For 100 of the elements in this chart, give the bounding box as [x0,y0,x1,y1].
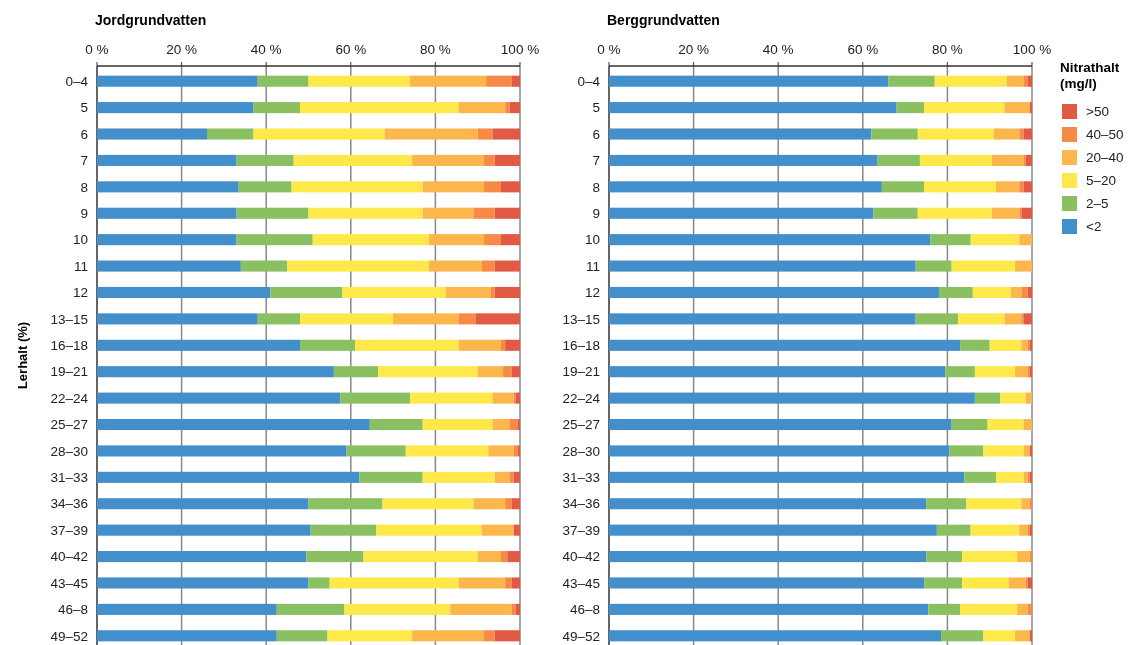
bar [609,313,916,325]
x-tick-label: 100 % [500,42,540,57]
bar [236,207,309,219]
bar [962,577,1009,589]
bar [1023,471,1028,483]
y-tick-label: 25–27 [562,417,600,433]
bar [609,181,882,193]
bar [974,366,1016,378]
bar [97,234,237,246]
bar [945,366,975,378]
bar [494,630,520,642]
x-tick-label: 60 % [335,42,367,57]
bar [974,392,1001,404]
y-tick-label: 40–42 [50,549,88,565]
y-tick-label: 43–45 [50,575,88,591]
bar [97,366,334,378]
bar [917,207,992,219]
bar [450,603,512,615]
bar [97,418,370,431]
bar [484,154,495,166]
y-tick-label: 5 [592,100,600,116]
x-tick-label: 0 % [85,42,109,57]
bar [312,234,430,246]
bar [378,366,478,378]
bar [97,577,309,589]
bar [1027,286,1032,299]
bar [609,102,897,114]
bar [97,313,258,325]
bar [989,339,1022,351]
bar [1023,75,1028,87]
bar [609,603,929,615]
bar [475,313,520,325]
bar [238,181,292,193]
bar [993,128,1020,140]
bar [97,392,341,404]
bar [477,128,493,140]
bar [1021,286,1028,299]
bar [1021,339,1028,351]
y-tick-label: 11 [585,258,600,274]
bar [492,418,510,431]
bar [429,234,485,246]
bar [515,392,520,404]
bar [609,339,961,351]
y-tick-label: 6 [592,126,600,142]
y-tick-label: 12 [72,285,88,301]
bar [1025,154,1033,166]
bar [1027,577,1032,589]
bar [481,260,495,272]
bar [1021,498,1030,510]
bar [511,577,520,589]
y-tick-label: 43–45 [562,575,600,591]
bar [97,630,277,642]
bar [966,498,1022,510]
bar [505,498,512,510]
bar [503,366,512,378]
bar [422,207,474,219]
bar [384,128,478,140]
bar [308,207,423,219]
bar [240,260,288,272]
y-tick-label: 37–39 [50,522,88,538]
bar [513,524,520,536]
bar [445,286,491,299]
bar [494,260,520,272]
bar [494,207,520,219]
bar [477,551,501,563]
bar [492,128,520,140]
bar [609,128,872,140]
bar [1021,207,1032,219]
bar [609,498,927,510]
y-tick-label: 7 [80,153,88,169]
bar [382,498,474,510]
bar [422,471,495,483]
bar [340,392,411,404]
bar [1023,181,1032,193]
y-tick-label: 7 [592,153,600,169]
bar [484,181,501,193]
bar [996,471,1024,483]
bar [957,313,1005,325]
bar [970,524,1020,536]
bar [293,154,413,166]
y-tick-label: 46–8 [569,602,600,618]
bar [97,260,241,272]
bar [609,207,874,219]
bar [287,260,430,272]
bar [300,102,459,114]
bar [888,75,935,87]
y-tick-label: 46–8 [57,602,88,618]
bar [369,418,423,431]
bar [1029,445,1033,457]
bar [517,418,520,431]
bar [97,498,309,510]
y-tick-label: 6 [80,126,88,142]
bar [422,181,485,193]
bar [473,207,495,219]
bar [97,181,239,193]
y-tick-label: 13–15 [562,311,600,327]
bar [983,630,1016,642]
bar [458,102,506,114]
bar [253,102,301,114]
bar [1019,524,1028,536]
